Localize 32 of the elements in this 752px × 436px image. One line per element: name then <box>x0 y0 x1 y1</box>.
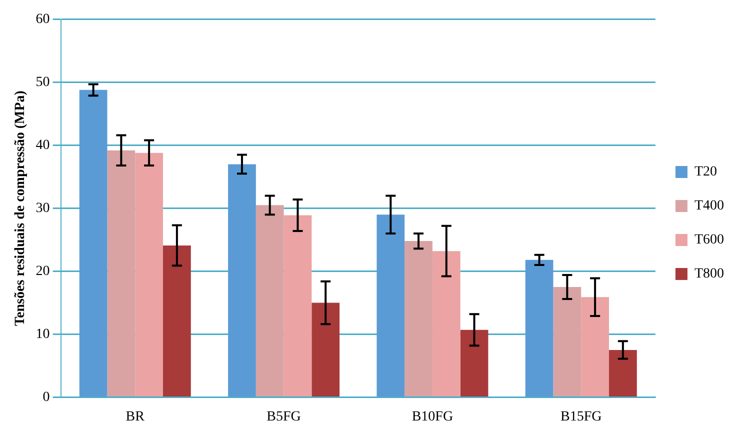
bar <box>163 245 191 396</box>
bar <box>228 164 256 396</box>
y-tick-label: 0 <box>42 390 50 405</box>
bar <box>312 302 340 396</box>
bar <box>581 297 609 396</box>
bar <box>256 205 284 396</box>
legend-label: T400 <box>694 198 724 214</box>
legend-label: T600 <box>694 232 724 248</box>
y-axis-title: Tensões residuais de compressão (MPa) <box>13 90 28 326</box>
y-tick-label: 30 <box>36 200 50 216</box>
bar <box>135 152 164 396</box>
y-tick-label: 60 <box>36 12 50 28</box>
legend-label: T20 <box>694 164 718 180</box>
y-tick-label: 10 <box>36 326 50 342</box>
bar <box>460 330 488 396</box>
bar <box>79 90 108 396</box>
legend-label: T800 <box>694 266 724 282</box>
y-tick-label: 40 <box>36 138 50 154</box>
bar <box>553 287 582 396</box>
bar <box>284 215 312 396</box>
x-tick-label: BR <box>126 409 146 424</box>
y-tick-label: 50 <box>36 75 50 90</box>
y-tick-label: 20 <box>36 264 50 279</box>
bar <box>525 260 554 396</box>
x-tick-label: B5FG <box>266 409 301 424</box>
x-tick-label: B10FG <box>412 409 454 424</box>
bar <box>404 241 432 396</box>
bar <box>432 251 460 396</box>
bar <box>608 350 637 396</box>
x-tick-label: B15FG <box>560 409 602 424</box>
bar <box>107 150 136 396</box>
bar <box>376 214 405 396</box>
